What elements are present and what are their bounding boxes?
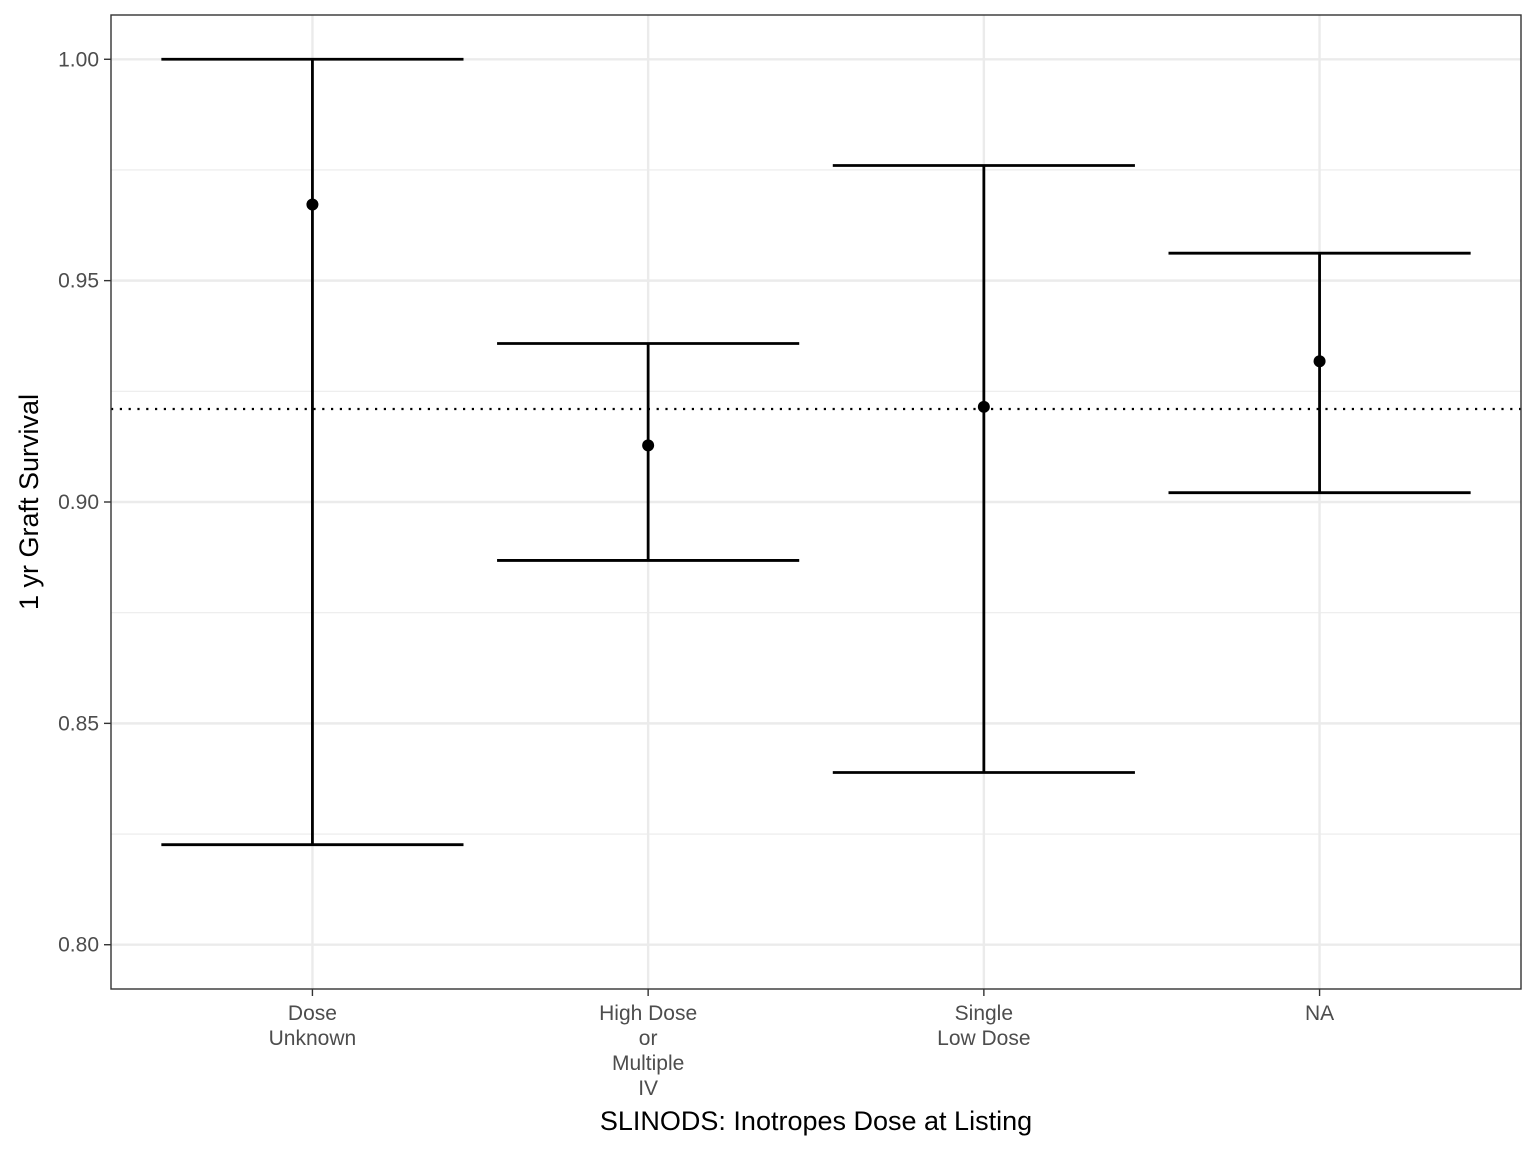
y-tick-label: 0.85 [58,712,99,735]
y-tick-label: 0.90 [58,491,99,514]
error-bars [161,57,1471,847]
x-tick-label-line: Single [955,1002,1013,1025]
major-gridlines [111,15,1521,989]
x-tick-label: NA [1305,1002,1334,1025]
x-tick-label-line: High Dose [599,1002,697,1025]
y-axis-title: 1 yr Graft Survival [14,394,44,610]
y-tick-label: 1.00 [58,48,99,71]
estimate-point [1313,355,1326,368]
x-tick-label-line: NA [1305,1002,1334,1025]
estimate-point [977,400,990,413]
x-tick-label-line: Low Dose [937,1027,1030,1050]
x-tick-label-line: Dose [288,1002,337,1025]
x-tick-label: High Dose or Multiple IV [599,1002,697,1100]
estimate-point [642,439,655,452]
x-tick-label-line: or [639,1027,658,1050]
x-tick-labels: Dose Unknown High Dose or Multiple IV Single Lo… [269,1002,1335,1100]
x-tick-label-line: IV [638,1077,658,1100]
y-tick-label: 0.80 [58,934,99,957]
x-tick-label: Dose Unknown [269,1002,357,1050]
estimate-point [306,198,319,211]
minor-gridlines [111,169,1521,835]
x-tick-label-line: Unknown [269,1027,357,1050]
y-tick-label: 0.95 [58,270,99,293]
x-tick-label: Single Low Dose [937,1002,1030,1050]
y-tick-labels: 0.80 0.85 0.90 0.95 1.00 [58,48,99,956]
x-tick-label-line: Multiple [612,1052,684,1075]
axis-ticks [104,58,1321,996]
x-axis-title: SLINODS: Inotropes Dose at Listing [600,1106,1032,1136]
